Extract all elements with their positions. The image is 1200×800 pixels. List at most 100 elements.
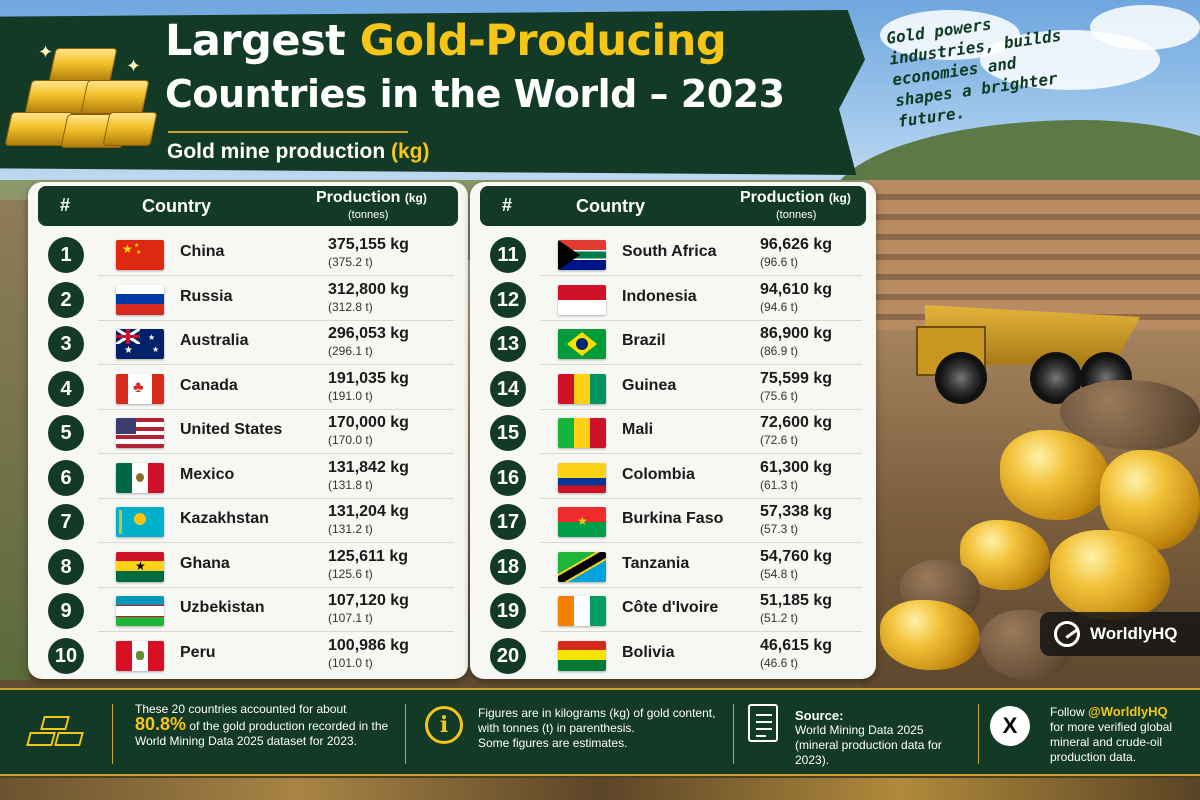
row-divider — [540, 319, 862, 321]
page-subtitle: Gold mine production (kg) — [167, 140, 430, 163]
country-name: Mali — [622, 421, 654, 438]
country-name: Tanzania — [622, 554, 690, 572]
footer-divider — [112, 704, 113, 764]
table-row: 11 South Africa 96,626 kg (96.6 t) — [484, 232, 862, 276]
follow-handle-link[interactable]: @WorldlyHQ — [1088, 704, 1168, 719]
row-divider — [98, 408, 454, 410]
rank-badge: 7 — [48, 504, 84, 540]
row-divider — [98, 319, 454, 321]
production-kg: 86,900 kg — [760, 325, 833, 342]
production-tonnes: (191.0 t) — [328, 388, 373, 403]
table-row: 14 Guinea 75,599 kg (75.6 t) — [484, 366, 862, 410]
footer-divider — [405, 704, 406, 764]
flag-colombia-icon — [558, 462, 606, 493]
production-kg: 46,615 kg — [760, 636, 833, 654]
header-country: Country — [576, 196, 645, 216]
production-kg: 131,842 kg — [328, 458, 409, 476]
header-rank: # — [502, 195, 513, 215]
rank-badge: 1 — [48, 237, 84, 273]
table-row: 18 Tanzania 54,760 kg (54.8 t) — [484, 544, 862, 588]
footer-divider — [733, 704, 734, 764]
row-divider — [540, 453, 862, 454]
table-row: 2 Russia 312,800 kg (312.8 t) — [42, 277, 454, 321]
production-kg: 125,611 kg — [328, 547, 409, 565]
production-tonnes: (170.0 t) — [328, 433, 373, 447]
production-kg: 107,120 kg — [328, 592, 409, 609]
table-row: 13 Brazil 86,900 kg (86.9 t) — [484, 321, 862, 365]
production-tonnes: (72.6 t) — [760, 433, 799, 447]
table-row: 16 Colombia 61,300 kg (61.3 t) — [484, 455, 862, 499]
footer-source-text: Source: World Mining Data 2025 (mineral … — [795, 708, 942, 767]
rank-badge: 3 — [48, 326, 84, 362]
footer-divider — [978, 704, 979, 764]
production-tonnes: (107.1 t) — [328, 611, 373, 625]
production-kg: 375,155 kg — [328, 236, 409, 253]
production-kg: 57,338 kg — [760, 503, 833, 520]
country-name: Côte d'Ivoire — [622, 599, 719, 616]
country-name: Mexico — [180, 465, 235, 483]
country-name: Brazil — [622, 332, 666, 349]
gold-nugget — [1000, 430, 1110, 520]
production-kg: 296,053 kg — [328, 325, 409, 342]
country-name: Russia — [180, 287, 233, 305]
country-name: Bolivia — [622, 643, 675, 661]
table-row: 6 Mexico 131,842 kg (131.8 t) — [42, 455, 454, 499]
production-tonnes: (101.0 t) — [328, 655, 373, 670]
page-title-line1: Largest Gold-Producing — [165, 16, 727, 66]
row-divider — [98, 497, 454, 499]
table-row: 5 United States 170,000 kg (170.0 t) — [42, 410, 454, 454]
production-kg: 94,610 kg — [760, 280, 833, 298]
production-tonnes: (375.2 t) — [328, 255, 373, 269]
document-icon — [748, 704, 778, 742]
table-row: 1 ★ ★ ★ China 375,155 kg (375.2 t) — [42, 232, 454, 276]
rank-badge: 4 — [48, 370, 84, 407]
row-divider — [540, 497, 862, 499]
country-name: Kazakhstan — [180, 510, 269, 527]
rank-badge: 15 — [490, 415, 526, 451]
header-production: Production (kg) — [740, 189, 851, 206]
table-row: 9 Uzbekistan 107,120 kg (107.1 t) — [42, 588, 454, 632]
bottom-rock-strip — [0, 778, 1200, 800]
x-social-icon[interactable]: X — [990, 706, 1030, 746]
rank-badge: 20 — [490, 637, 526, 674]
country-name: United States — [180, 421, 283, 438]
flag-china-icon: ★ ★ ★ — [116, 240, 164, 270]
country-name: Indonesia — [622, 287, 697, 305]
row-divider — [98, 631, 454, 632]
cloud — [1090, 5, 1200, 50]
country-name: Ghana — [180, 554, 230, 572]
production-kg: 61,300 kg — [760, 458, 833, 476]
table-row: 19 Côte d'Ivoire 51,185 kg (51.2 t) — [484, 588, 862, 632]
footer-share-text: These 20 countries accounted for about 8… — [135, 702, 389, 748]
gold-bars-outline-icon — [24, 708, 90, 752]
row-divider — [540, 364, 862, 365]
production-tonnes: (51.2 t) — [760, 611, 799, 625]
table-row: 10 Peru 100,986 kg (101.0 t) — [42, 633, 454, 677]
production-tonnes: (75.6 t) — [760, 388, 799, 403]
table-header: # Country Production (kg) (tonnes) — [38, 186, 458, 226]
rank-badge: 9 — [48, 593, 84, 629]
table-row: 8 ★ Ghana 125,611 kg (125.6 t) — [42, 544, 454, 588]
flag-kazakhstan-icon — [116, 507, 164, 537]
table-row: 20 Bolivia 46,615 kg (46.6 t) — [484, 633, 862, 677]
gold-nugget — [880, 600, 980, 670]
production-kg: 72,600 kg — [760, 414, 833, 431]
rank-badge: 16 — [490, 459, 526, 496]
country-name: Colombia — [622, 465, 695, 483]
flag-bolivia-icon — [558, 640, 606, 671]
production-kg: 191,035 kg — [328, 369, 409, 387]
production-kg: 170,000 kg — [328, 414, 409, 431]
rank-badge: 10 — [48, 637, 84, 674]
country-name: Canada — [180, 376, 238, 394]
production-kg: 312,800 kg — [328, 280, 409, 298]
footer-note-text: Figures are in kilograms (kg) of gold co… — [478, 706, 716, 750]
production-kg: 51,185 kg — [760, 592, 833, 609]
country-name: Australia — [180, 332, 249, 349]
table-row: 7 Kazakhstan 131,204 kg (131.2 t) — [42, 499, 454, 543]
production-tonnes: (46.6 t) — [760, 655, 799, 670]
production-tonnes: (57.3 t) — [760, 522, 799, 536]
flag-guinea-icon — [558, 373, 606, 404]
flag-australia-icon: ★ ★ ★ — [116, 329, 164, 359]
header-production: Production (kg) — [316, 189, 427, 206]
flag-uzbekistan-icon — [116, 596, 164, 626]
